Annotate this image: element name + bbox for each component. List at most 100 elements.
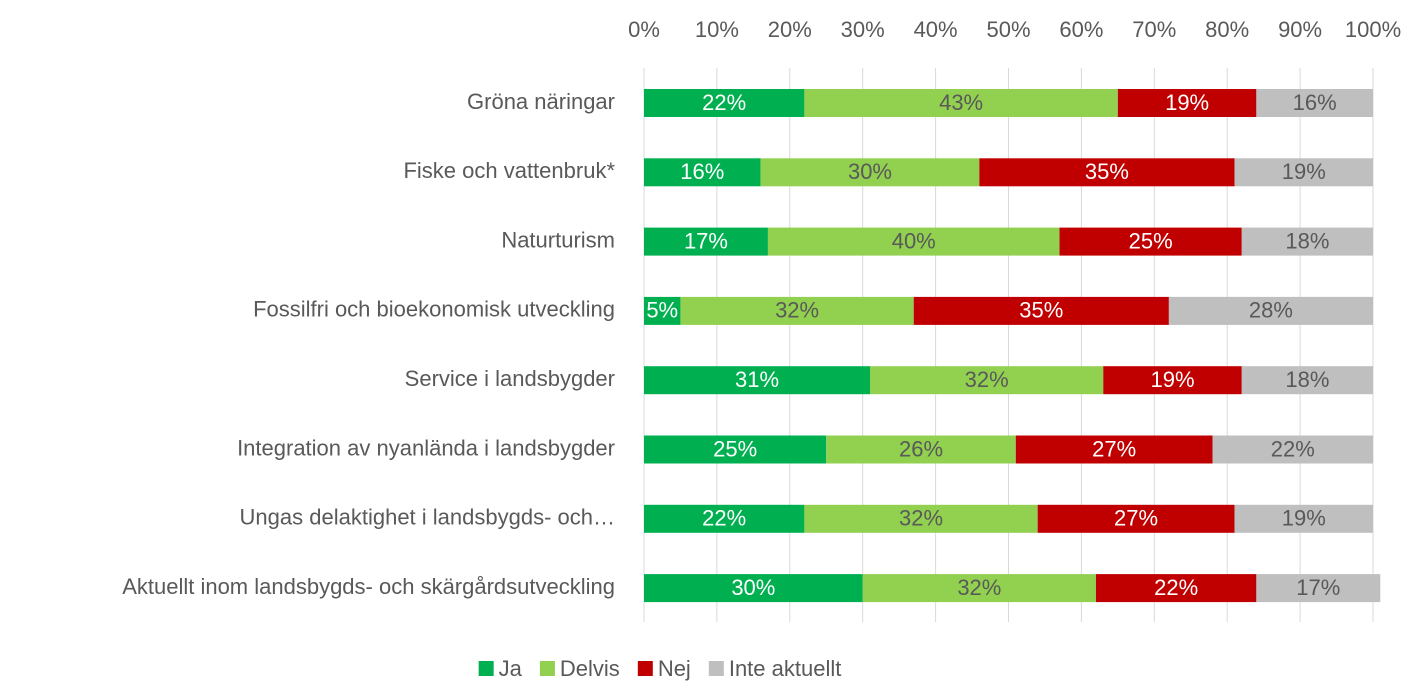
- data-label: 17%: [684, 228, 728, 253]
- legend-item: Nej: [637, 656, 691, 681]
- data-label: 43%: [939, 90, 983, 115]
- data-label: 19%: [1282, 506, 1326, 531]
- data-label: 32%: [775, 298, 819, 323]
- x-tick-label: 20%: [768, 17, 812, 42]
- category-label: Fossilfri och bioekonomisk utveckling: [253, 297, 615, 322]
- bar-segment: [1095, 574, 1257, 603]
- x-tick-label: 0%: [628, 17, 660, 42]
- category-label: Integration av nyanlända i landsbygder: [237, 435, 615, 460]
- x-tick-label: 40%: [914, 17, 958, 42]
- legend-label: Nej: [658, 656, 691, 681]
- data-label: 16%: [680, 159, 724, 184]
- x-tick-label: 10%: [695, 17, 739, 42]
- x-tick-label: 100%: [1345, 17, 1401, 42]
- data-label: 27%: [1092, 436, 1136, 461]
- bar-segment: [644, 574, 863, 603]
- x-tick-label: 50%: [986, 17, 1030, 42]
- data-label: 26%: [899, 436, 943, 461]
- legend-item: Delvis: [539, 656, 620, 681]
- data-label: 22%: [702, 90, 746, 115]
- legend-label: Delvis: [560, 656, 620, 681]
- bar-segment: [644, 89, 805, 117]
- data-label: 22%: [1154, 575, 1198, 600]
- data-label: 16%: [1293, 90, 1337, 115]
- data-label: 18%: [1285, 228, 1329, 253]
- data-label: 35%: [1085, 159, 1129, 184]
- data-label: 32%: [957, 575, 1001, 600]
- data-label: 30%: [731, 575, 775, 600]
- data-label: 27%: [1114, 506, 1158, 531]
- bar-segment: [1241, 366, 1373, 395]
- bar-segment: [1117, 89, 1257, 117]
- x-tick-label: 30%: [841, 17, 885, 42]
- category-label: Fiske och vattenbruk*: [403, 158, 615, 183]
- x-tick-label: 60%: [1059, 17, 1103, 42]
- bar-segment: [644, 366, 870, 395]
- data-label: 22%: [1271, 436, 1315, 461]
- bars: 22% 43% 19% 16% 16% 30% 35% 19% 17% 40% 25% 18% 5% 32…: [644, 89, 1381, 603]
- category-label: Service i landsbygder: [405, 366, 615, 391]
- x-tick-label: 80%: [1205, 17, 1249, 42]
- legend-label: Inte aktuellt: [729, 656, 842, 681]
- bar-segment: [804, 504, 1038, 533]
- category-label: Gröna näringar: [467, 89, 615, 114]
- bar-segment: [1241, 227, 1373, 256]
- data-label: 18%: [1285, 367, 1329, 392]
- data-label: 19%: [1165, 90, 1209, 115]
- bar-segment: [826, 435, 1016, 464]
- data-label: 22%: [702, 506, 746, 531]
- data-label: 40%: [892, 228, 936, 253]
- bar-segment: [1234, 158, 1373, 187]
- bar-segment: [767, 227, 1060, 256]
- grid: [643, 68, 1374, 622]
- bar-segment: [1212, 435, 1373, 464]
- bar-segment: [1256, 574, 1381, 603]
- bar-segment: [979, 158, 1235, 187]
- category-label: Ungas delaktighet i landsbygds- och…: [240, 505, 615, 530]
- bar-segment: [804, 89, 1118, 117]
- data-label: 32%: [965, 367, 1009, 392]
- labels: 0% 10% 20% 30% 40% 50% 60% 70% 80% 90% 100% Gröna n…: [122, 17, 1401, 599]
- data-label: 19%: [1282, 159, 1326, 184]
- legend-swatch: [637, 661, 653, 676]
- data-label: 30%: [848, 159, 892, 184]
- bar-segment: [760, 158, 980, 187]
- legend-swatch: [478, 661, 494, 676]
- legend-item: Inte aktuellt: [708, 656, 842, 681]
- bar-segment: [644, 504, 805, 533]
- legend: Ja Delvis Nej Inte aktuellt: [478, 656, 842, 681]
- legend-swatch: [708, 661, 724, 676]
- data-label: 31%: [735, 367, 779, 392]
- data-label: 32%: [899, 506, 943, 531]
- bar-segment: [1059, 227, 1242, 256]
- bar-segment: [862, 574, 1096, 603]
- bar-segment: [1234, 504, 1373, 533]
- bar-segment: [644, 227, 768, 256]
- data-label: 5%: [646, 298, 678, 323]
- data-label: 35%: [1019, 298, 1063, 323]
- data-label: 19%: [1151, 367, 1195, 392]
- bar-segment: [680, 296, 914, 325]
- bar-segment: [869, 366, 1104, 395]
- x-tick-label: 70%: [1132, 17, 1176, 42]
- bar-segment: [1256, 89, 1373, 117]
- bar-segment: [1168, 296, 1373, 325]
- bar-segment: [644, 435, 827, 464]
- data-label: 25%: [713, 436, 757, 461]
- data-label: 17%: [1296, 575, 1340, 600]
- bar-segment: [1015, 435, 1213, 464]
- legend-label: Ja: [499, 656, 523, 681]
- bar-segment: [644, 158, 761, 187]
- x-tick-label: 90%: [1278, 17, 1322, 42]
- bar-segment: [644, 296, 681, 325]
- legend-item: Ja: [478, 656, 523, 681]
- category-label: Naturturism: [501, 227, 615, 252]
- data-label: 28%: [1249, 298, 1293, 323]
- data-label: 25%: [1129, 228, 1173, 253]
- bar-segment: [1037, 504, 1235, 533]
- bar-segment: [1103, 366, 1242, 395]
- category-label: Aktuellt inom landsbygds- och skärgårdsu…: [122, 574, 615, 599]
- bar-segment: [913, 296, 1169, 325]
- legend-swatch: [539, 661, 555, 676]
